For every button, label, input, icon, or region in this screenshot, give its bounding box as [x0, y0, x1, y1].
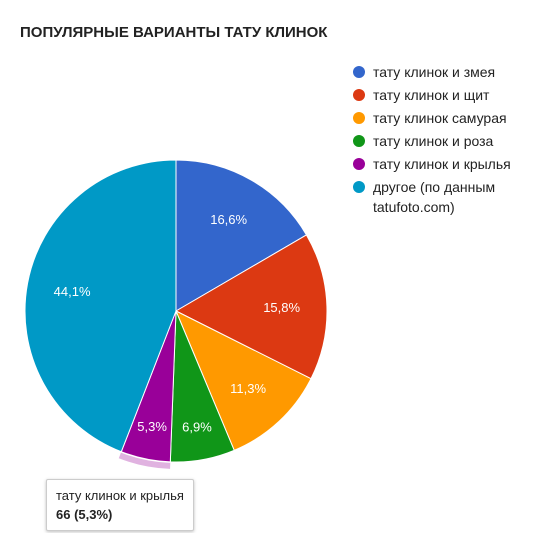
legend-swatch-icon	[353, 181, 365, 193]
pie-slice-2[interactable]	[175, 309, 312, 451]
legend-label: тату клинок и роза	[373, 133, 494, 149]
slice-highlight-ring	[118, 452, 171, 469]
legend-label: тату клинок и щит	[373, 87, 490, 103]
legend-item-snake[interactable]: тату клинок и змея	[353, 62, 533, 82]
slice-label-0: 16,6%	[210, 212, 247, 227]
slice-label-1: 15,8%	[263, 300, 300, 315]
legend-item-wings[interactable]: тату клинок и крылья	[353, 154, 533, 174]
legend-swatch-icon	[353, 135, 365, 147]
slice-label-4: 5,3%	[137, 419, 167, 434]
legend-label: тату клинок и змея	[373, 64, 496, 80]
legend-label: тату клинок самурая	[373, 110, 507, 126]
legend-swatch-icon	[353, 112, 365, 124]
legend-label: тату клинок и крылья	[373, 156, 511, 172]
pie-slice-1[interactable]	[174, 234, 328, 380]
pie-slice-0[interactable]	[175, 159, 308, 312]
tooltip-value: 66 (5,3%)	[56, 507, 113, 522]
slice-label-2: 11,3%	[230, 381, 266, 396]
slice-label-3: 6,9%	[182, 419, 212, 434]
slice-label-5: 44,1%	[54, 284, 91, 299]
legend-item-samurai[interactable]: тату клинок самурая	[353, 108, 533, 128]
legend-item-other[interactable]: другое (по данным tatufoto.com)	[353, 177, 533, 217]
legend-item-rose[interactable]: тату клинок и роза	[353, 131, 533, 151]
slice-tooltip: тату клинок и крылья 66 (5,3%)	[46, 479, 194, 531]
tooltip-label: тату клинок и крылья	[56, 488, 184, 503]
legend-swatch-icon	[353, 66, 365, 78]
pie-slice-5[interactable]	[24, 159, 177, 453]
legend-label: другое (по данным tatufoto.com)	[373, 179, 496, 215]
legend-swatch-icon	[353, 158, 365, 170]
legend-swatch-icon	[353, 89, 365, 101]
legend-item-shield[interactable]: тату клинок и щит	[353, 85, 533, 105]
legend: тату клинок и змея тату клинок и щит тат…	[353, 62, 533, 220]
chart-title: ПОПУЛЯРНЫЕ ВАРИАНТЫ ТАТУ КЛИНОК	[20, 24, 328, 41]
